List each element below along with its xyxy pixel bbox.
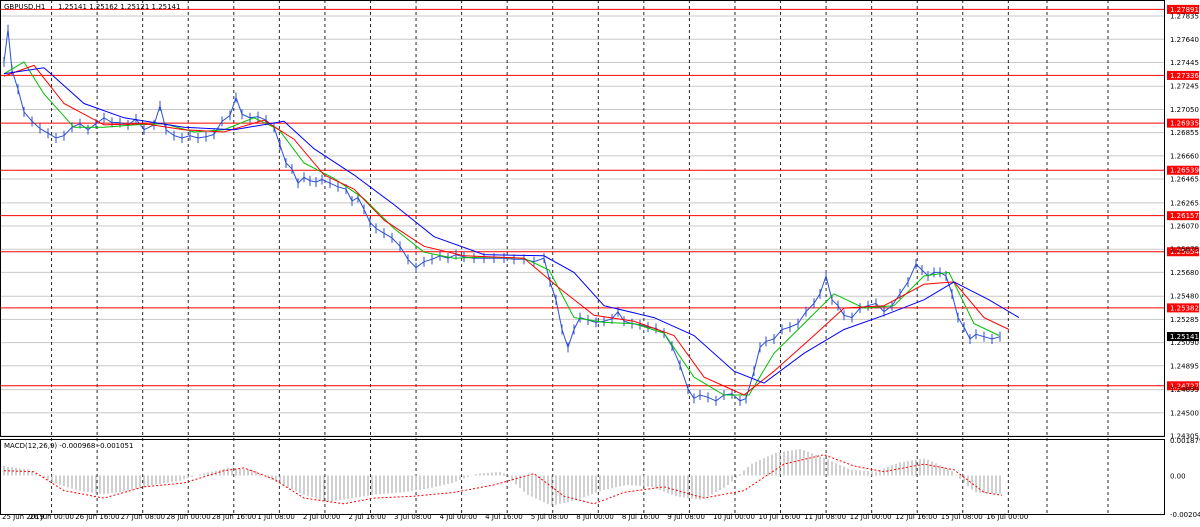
- symbol-label: GBPUSD,H1: [4, 3, 45, 11]
- level-badge: [1167, 118, 1199, 128]
- time-tick-label: 10 Jul 00:00: [713, 513, 755, 521]
- series-ma_slow: [3, 67, 1020, 384]
- time-tick-label: 4 Jul 00:00: [440, 513, 478, 521]
- time-tick-label: 1 Jul 08:00: [257, 513, 295, 521]
- price-tick-label: 1.25680: [1170, 269, 1199, 277]
- level-badge-label: 1.26935: [1170, 120, 1199, 128]
- ohlc-label: 1.25141 1.25162 1.25121 1.25141: [58, 3, 180, 11]
- price-tick-label: 1.27445: [1170, 59, 1199, 67]
- time-tick-label: 28 Jun 16:00: [212, 513, 256, 521]
- time-tick-label: 27 Jun 08:00: [121, 513, 165, 521]
- level-badge-label: 1.25382: [1170, 304, 1199, 312]
- time-tick-label: 2 Jul 00:00: [303, 513, 341, 521]
- time-tick-label: 26 Jun 00:00: [30, 513, 74, 521]
- current-price-label: 1.25141: [1170, 333, 1199, 341]
- price-tick-label: 1.26070: [1170, 223, 1199, 231]
- price-tick-label: 1.25090: [1170, 339, 1199, 347]
- time-tick-label: 12 Jul 16:00: [895, 513, 937, 521]
- price-tick-label: 1.25285: [1170, 316, 1199, 324]
- macd-signal-line: [3, 454, 1003, 505]
- macd-tick-label: -0.002042: [1170, 511, 1200, 519]
- series-ma_mid: [3, 64, 1010, 396]
- price-tick-label: 1.27640: [1170, 36, 1199, 44]
- level-badge: [1167, 303, 1199, 313]
- time-tick-label: 10 Jul 16:00: [759, 513, 801, 521]
- level-badge-label: 1.26157: [1170, 212, 1199, 220]
- time-tick-label: 11 Jul 08:00: [804, 513, 846, 521]
- price-tick-label: 1.24695: [1170, 386, 1199, 394]
- level-badge-label: 1.27336: [1170, 72, 1199, 80]
- price-tick-label: 1.24305: [1170, 433, 1199, 441]
- price-tick-label: 1.24895: [1170, 362, 1199, 370]
- time-tick-label: 25 Jun 2019: [2, 513, 44, 521]
- level-badge-label: 1.26539: [1170, 167, 1199, 175]
- time-tick-label: 2 Jul 16:00: [348, 513, 386, 521]
- level-badge: [1167, 4, 1199, 14]
- time-tick-label: 9 Jul 08:00: [667, 513, 705, 521]
- time-tick-label: 5 Jul 08:00: [531, 513, 569, 521]
- price-tick-label: 1.26465: [1170, 176, 1199, 184]
- time-tick-label: 3 Jul 08:00: [394, 513, 432, 521]
- price-tick-label: 1.25480: [1170, 293, 1199, 301]
- time-tick-label: 16 Jul 00:00: [986, 513, 1028, 521]
- macd-tick-label: 0.001879: [1170, 437, 1200, 445]
- time-tick-label: 8 Jul 00:00: [576, 513, 614, 521]
- macd-label: MACD(12,26,9) -0.000968 -0.001051: [4, 442, 133, 450]
- level-badge: [1167, 211, 1199, 221]
- macd-tick-label: 0.00: [1170, 472, 1186, 480]
- time-tick-label: 4 Jul 16:00: [485, 513, 523, 521]
- price-tick-label: 1.25875: [1170, 246, 1199, 254]
- time-tick-label: 28 Jun 00:00: [166, 513, 210, 521]
- time-tick-label: 8 Jul 16:00: [622, 513, 660, 521]
- time-tick-label: 26 Jun 16:00: [75, 513, 119, 521]
- price-tick-label: 1.24500: [1170, 409, 1199, 417]
- price-tick-label: 1.27835: [1170, 13, 1199, 21]
- price-tick-label: 1.26855: [1170, 129, 1199, 137]
- price-tick-label: 1.27050: [1170, 106, 1199, 114]
- level-badge: [1167, 247, 1199, 257]
- level-badge: [1167, 70, 1199, 80]
- level-badge: [1167, 381, 1199, 391]
- current-price-badge: [1167, 332, 1199, 342]
- price-tick-label: 1.27245: [1170, 83, 1199, 91]
- price-tick-label: 1.26265: [1170, 199, 1199, 207]
- level-badge: [1167, 165, 1199, 175]
- level-badge-label: 1.24727: [1170, 382, 1199, 390]
- level-badge-label: 1.25854: [1170, 248, 1199, 256]
- time-tick-label: 12 Jul 00:00: [850, 513, 892, 521]
- level-badge-label: 1.27891: [1170, 6, 1199, 14]
- time-tick-label: 15 Jul 08:00: [941, 513, 983, 521]
- price-tick-label: 1.26660: [1170, 152, 1199, 160]
